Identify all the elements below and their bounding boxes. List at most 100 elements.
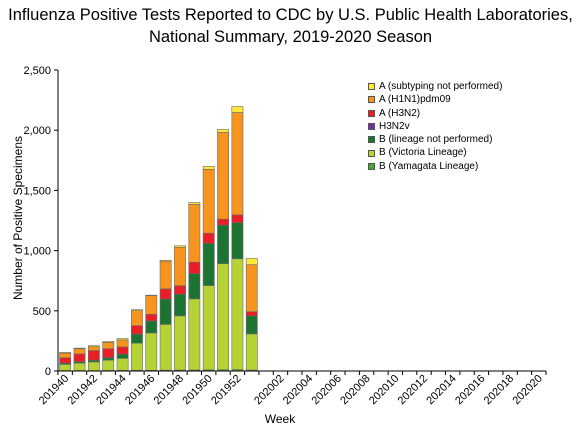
legend-entry: A (H1N1)pdm09 — [368, 93, 502, 106]
x-tick-label: 201942 — [66, 373, 100, 407]
legend-label: B (Victoria Lineage) — [379, 147, 467, 159]
bar-segment — [116, 358, 129, 371]
chart-legend: A (subtyping not performed) A (H1N1)pdm09… — [368, 80, 502, 173]
x-tick-label: 202002 — [252, 373, 286, 407]
bar-segment — [59, 364, 72, 371]
bar-segment — [231, 214, 244, 223]
bar-segment — [116, 339, 129, 348]
x-axis-label: Week — [264, 412, 296, 426]
bar-segment — [87, 361, 100, 371]
bar-segment — [87, 346, 100, 351]
x-tick-label: 202014 — [424, 373, 458, 407]
y-tick-label: 500 — [33, 306, 51, 318]
bar-segment — [217, 263, 229, 370]
bar-segment — [59, 352, 72, 354]
bar-segment — [116, 338, 129, 341]
bar-segment — [131, 333, 143, 344]
bar-segment — [145, 313, 158, 322]
legend-label: B (Yamagata Lineage) — [379, 160, 479, 172]
bar-segment — [102, 341, 115, 343]
x-tick-label: 201952 — [209, 373, 243, 407]
bar-segment — [131, 342, 143, 371]
legend-entry: A (H3N2) — [368, 107, 502, 120]
bar-segment — [245, 315, 258, 335]
y-tick-label: 2,500 — [23, 65, 51, 77]
chart-title: Influenza Positive Tests Reported to CDC… — [0, 4, 581, 48]
bar-segment — [159, 298, 172, 325]
bar-segment — [87, 345, 100, 347]
bar-segment — [245, 333, 258, 371]
bar-segment — [116, 346, 129, 355]
bar-segment — [159, 324, 172, 371]
bar-segment — [188, 273, 201, 300]
bar-segment — [159, 260, 172, 290]
y-tick-label: 1,000 — [23, 246, 51, 258]
bar-segment — [245, 258, 258, 265]
bar-segment — [188, 202, 201, 205]
legend-label: B (lineage not performed) — [379, 134, 493, 146]
x-tick-label: 201944 — [94, 373, 128, 407]
bar-segment — [116, 353, 129, 359]
bar-segment — [145, 320, 158, 334]
x-tick-label: 201940 — [37, 373, 71, 407]
y-axis-label: Number of Positive Specimens — [11, 135, 25, 301]
bar-segment — [73, 353, 86, 363]
legend-swatch — [368, 136, 375, 144]
legend-swatch — [368, 96, 375, 104]
chart-title-line2: National Summary, 2019-2020 Season — [148, 28, 433, 46]
bar-segment — [59, 357, 72, 364]
bar-segment — [174, 246, 186, 287]
bar-segment — [159, 288, 172, 300]
bar-segment — [131, 310, 143, 327]
y-tick-label: 1,500 — [23, 185, 51, 197]
y-tick-label: 2,000 — [23, 125, 51, 137]
bar-segment — [217, 132, 229, 220]
x-tick-label: 202018 — [482, 373, 516, 407]
bar-segment — [245, 311, 258, 317]
bar-segment — [217, 129, 229, 133]
x-tick-label: 202012 — [396, 373, 430, 407]
bar-segment — [174, 285, 186, 295]
legend-label: A (H1N1)pdm09 — [379, 94, 451, 106]
bar-segment — [245, 264, 258, 312]
legend-swatch — [368, 149, 375, 157]
x-tick-label: 202004 — [281, 373, 315, 407]
bar-segment — [217, 224, 229, 265]
bar-segment — [188, 204, 201, 263]
bar-segment — [202, 243, 215, 286]
bar-segment — [73, 348, 86, 355]
legend-entry: B (Yamagata Lineage) — [368, 160, 502, 173]
bar-segment — [188, 261, 201, 274]
legend-label: A (subtyping not performed) — [379, 81, 503, 92]
legend-label: A (H3N2) — [379, 107, 421, 119]
bar-segment — [145, 332, 158, 371]
x-tick-label: 202006 — [310, 373, 344, 407]
bar-segment — [231, 258, 244, 370]
bar-segment — [202, 232, 215, 244]
bar-segment — [174, 245, 186, 248]
x-tick-label: 202008 — [338, 373, 372, 407]
bar-segment — [59, 352, 72, 359]
bar-segment — [87, 350, 100, 361]
bar-segment — [174, 315, 186, 371]
bar-segment — [145, 295, 158, 315]
x-tick-label: 201950 — [180, 373, 214, 407]
x-tick-label: 201948 — [152, 373, 186, 407]
legend-entry: B (lineage not performed) — [368, 133, 502, 146]
legend-swatch — [368, 123, 375, 131]
legend-swatch — [368, 83, 375, 91]
bar-segment — [174, 293, 186, 317]
legend-swatch — [368, 162, 375, 170]
bar-segment — [231, 112, 244, 216]
bar-segment — [73, 362, 86, 371]
x-tick-label: 202020 — [510, 373, 544, 407]
bar-segment — [131, 309, 143, 311]
legend-label: H3N2v — [379, 120, 410, 132]
bar-segment — [202, 169, 215, 234]
legend-entry: A (subtyping not performed) — [368, 80, 502, 93]
bar-segment — [102, 342, 115, 350]
bar-segment — [202, 285, 215, 371]
x-tick-label: 201946 — [123, 373, 157, 407]
bar-segment — [217, 218, 229, 226]
